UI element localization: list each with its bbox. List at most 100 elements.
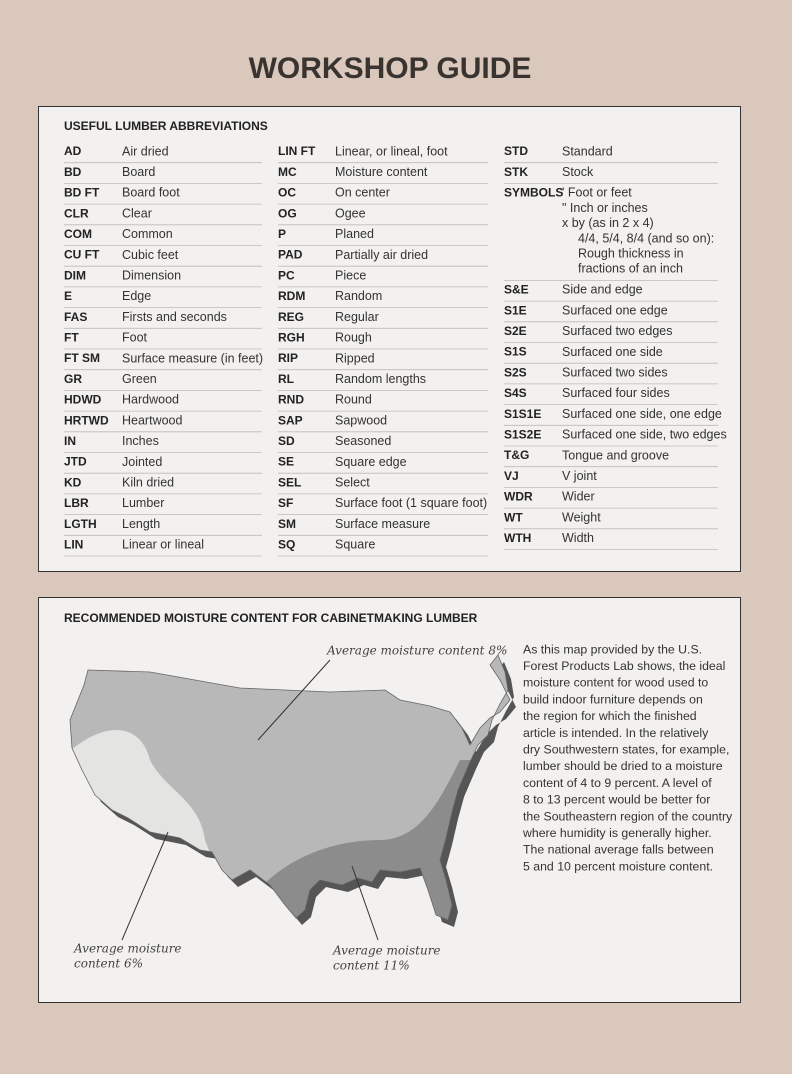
meaning: Board [122, 165, 155, 179]
meaning: On center [335, 186, 390, 200]
meaning: Stock [562, 165, 594, 179]
meaning: Surfaced one side, one edge [562, 407, 722, 421]
abbreviation: RL [278, 372, 294, 386]
meaning: Planed [335, 227, 374, 241]
meaning: fractions of an inch [578, 262, 683, 276]
abbreviation: S1E [504, 303, 527, 317]
meaning: Surfaced one side, two edges [562, 428, 727, 442]
abbreviation: CLR [64, 206, 89, 220]
paragraph-line: dry Southwestern states, for example, [523, 742, 729, 756]
paragraph-line: content of 4 to 9 percent. A level of [523, 776, 712, 790]
abbreviation: OG [278, 206, 297, 220]
abbreviation: AD [64, 144, 82, 158]
meaning: Air dried [122, 144, 169, 158]
abbreviation: T&G [504, 448, 529, 462]
page-title: WORKSHOP GUIDE [249, 52, 532, 85]
meaning: Round [335, 393, 372, 407]
meaning: Jointed [122, 455, 162, 469]
map-label: Average moisture [332, 944, 441, 958]
meaning: Common [122, 227, 173, 241]
meaning: Moisture content [335, 165, 428, 179]
meaning: V joint [562, 469, 597, 483]
meaning: Square [335, 538, 375, 552]
map-label: Average moisture [73, 942, 182, 956]
meaning: Hardwood [122, 393, 179, 407]
abbreviation: CU FT [64, 248, 100, 262]
meaning: Inches [122, 434, 159, 448]
abbreviation: LIN [64, 537, 83, 551]
meaning: 4/4, 5/4, 8/4 (and so on): [578, 231, 714, 245]
paragraph-line: where humidity is generally higher. [522, 826, 712, 840]
abbreviation: PC [278, 268, 295, 282]
meaning: Rough [335, 331, 372, 345]
meaning: Sapwood [335, 413, 387, 427]
abbreviation: SEL [278, 475, 301, 489]
abbreviation: MC [278, 165, 297, 179]
meaning: Random lengths [335, 372, 426, 386]
meaning: Green [122, 372, 157, 386]
abbreviation: HRTWD [64, 413, 109, 427]
abbreviation: WTH [504, 531, 531, 545]
map-label: content 6% [74, 957, 143, 971]
meaning: Standard [562, 144, 613, 158]
abbreviation: REG [278, 310, 304, 324]
paragraph-line: lumber should be dried to a moisture [523, 759, 723, 773]
abbreviation: RDM [278, 289, 305, 303]
abbreviation: PAD [278, 248, 303, 262]
paragraph-line: moisture content for wood used to [523, 676, 708, 690]
abbreviation: SD [278, 434, 295, 448]
abbreviation: S4S [504, 386, 527, 400]
meaning: Width [562, 531, 594, 545]
abbreviation: E [64, 289, 72, 303]
paragraph-line: build indoor furniture depends on [523, 692, 703, 706]
meaning: Square edge [335, 455, 407, 469]
meaning: Clear [122, 206, 152, 220]
meaning: Foot [122, 331, 148, 345]
paragraph-line: 5 and 10 percent moisture content. [523, 859, 713, 873]
meaning: x by (as in 2 x 4) [562, 216, 654, 230]
abbreviation: S1S [504, 345, 527, 359]
abbreviation: S&E [504, 283, 529, 297]
abbreviation: FT SM [64, 351, 100, 365]
abbreviation: VJ [504, 469, 519, 483]
abbreviation: S2E [504, 324, 527, 338]
meaning: Kiln dried [122, 475, 174, 489]
abbreviation: S2S [504, 365, 527, 379]
meaning: Heartwood [122, 413, 182, 427]
abbreviation: COM [64, 227, 92, 241]
meaning: Lumber [122, 496, 164, 510]
abbreviation: STK [504, 165, 528, 179]
description: As this map provided by the U.S. Forest P… [522, 642, 733, 873]
paragraph-line: the Southeastern region of the country [523, 809, 733, 823]
meaning: Select [335, 475, 370, 489]
abbreviation-table: AD Air dried BD Board BD FT Board foot CLR Clea… [64, 144, 727, 557]
abbreviation: S1S1E [504, 407, 541, 421]
leader-line [257, 659, 331, 741]
abbreviation: LIN FT [278, 144, 316, 158]
abbreviation: DIM [64, 268, 86, 282]
meaning: Piece [335, 268, 366, 282]
meaning: Cubic feet [122, 248, 179, 262]
meaning: Surfaced four sides [562, 386, 670, 400]
meaning: Dimension [122, 268, 181, 282]
leader-line [351, 865, 379, 941]
meaning: Surface measure [335, 517, 430, 531]
abbreviation: FT [64, 330, 79, 344]
section-heading: USEFUL LUMBER ABBREVIATIONS [64, 119, 268, 133]
abbreviation: SE [278, 455, 294, 469]
abbreviation: HDWD [64, 393, 102, 407]
abbreviation: WDR [504, 490, 533, 504]
abbreviation: LGTH [64, 517, 97, 531]
map-outline [69, 654, 511, 921]
meaning: Surface foot (1 square foot) [335, 496, 487, 510]
meaning: Random [335, 289, 382, 303]
abbreviation: RND [278, 393, 304, 407]
map-label: content 11% [333, 959, 410, 973]
abbreviation: LBR [64, 496, 89, 510]
meaning: Linear, or lineal, foot [335, 144, 448, 158]
paragraph-line: Forest Products Lab shows, the ideal [523, 659, 725, 673]
map-labels: Average moisture content 8% Average moist… [73, 644, 507, 973]
abbreviation: OC [278, 186, 296, 200]
